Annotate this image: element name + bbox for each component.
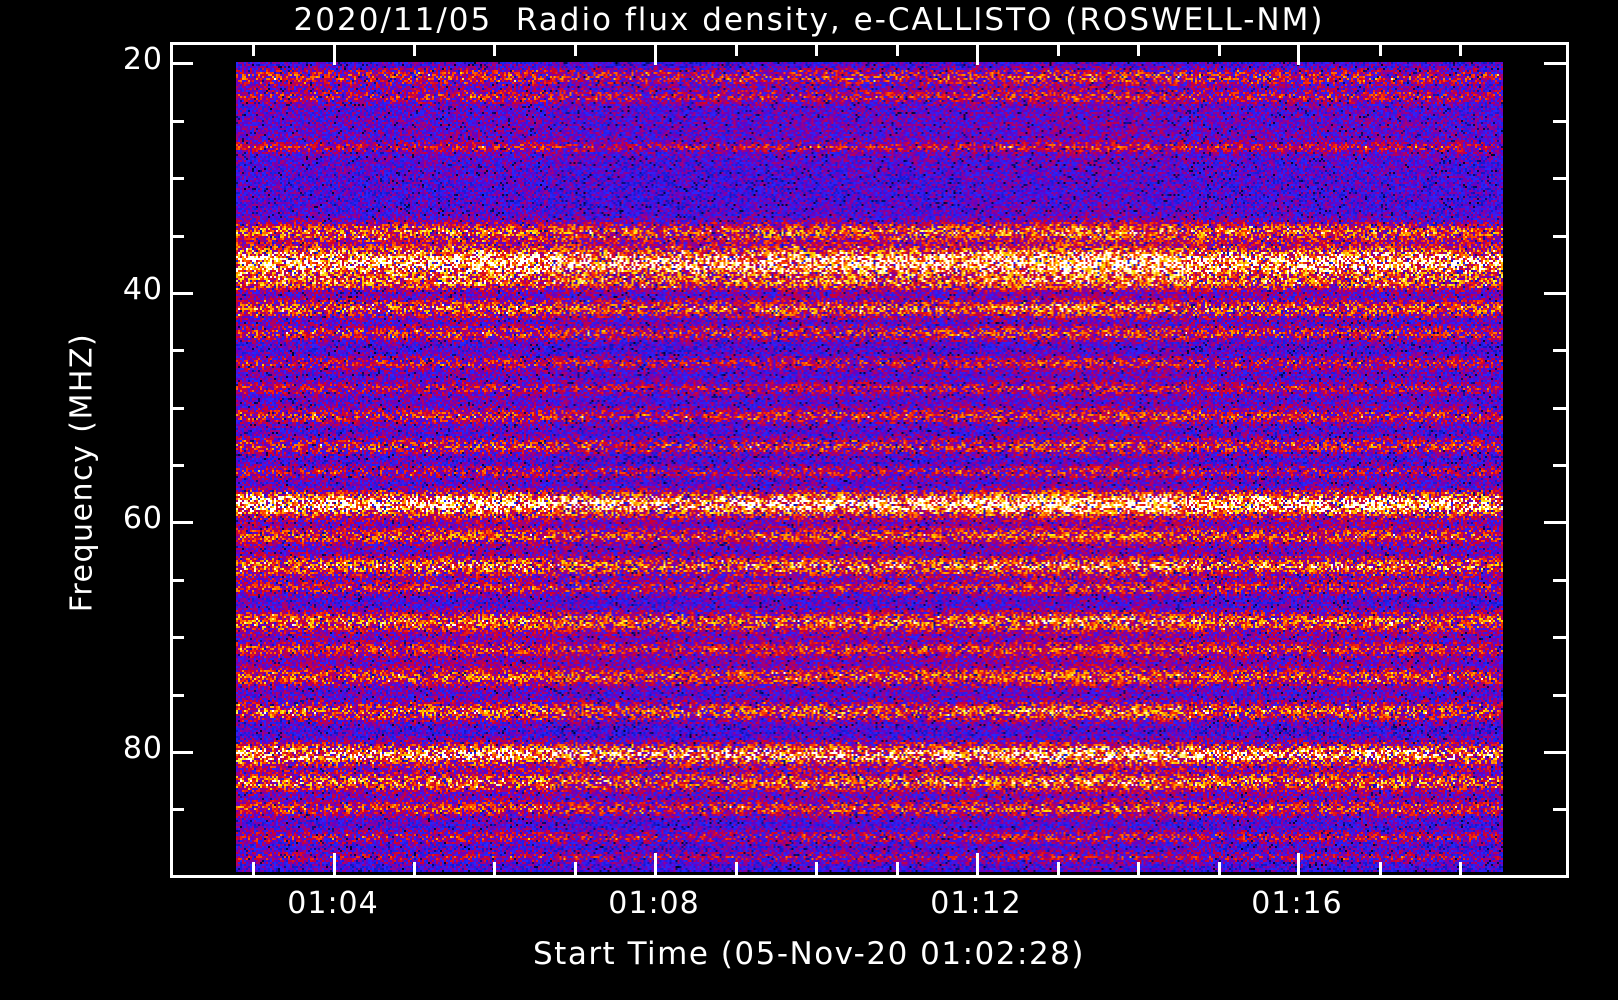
y-tick-label: 60 bbox=[122, 501, 163, 536]
x-tick-minor bbox=[252, 862, 255, 875]
y-tick-minor-right bbox=[1553, 177, 1566, 180]
x-tick-minor-top bbox=[1057, 43, 1060, 56]
x-tick-minor bbox=[1137, 862, 1140, 875]
y-tick-minor-right bbox=[1553, 579, 1566, 582]
x-tick-label: 01:16 bbox=[1251, 886, 1343, 921]
x-tick-major-top bbox=[654, 43, 657, 65]
x-tick-minor-top bbox=[1218, 43, 1221, 56]
x-tick-major bbox=[976, 853, 979, 875]
y-tick-minor bbox=[171, 808, 184, 811]
y-tick-minor bbox=[171, 235, 184, 238]
x-tick-major-top bbox=[1297, 43, 1300, 65]
x-tick-minor bbox=[1459, 862, 1462, 875]
x-tick-label: 01:08 bbox=[608, 886, 700, 921]
x-tick-minor-top bbox=[574, 43, 577, 56]
x-tick-minor-top bbox=[1459, 43, 1462, 56]
x-tick-minor bbox=[574, 862, 577, 875]
x-tick-minor bbox=[413, 862, 416, 875]
x-tick-minor bbox=[1057, 862, 1060, 875]
y-tick-minor-right bbox=[1553, 636, 1566, 639]
x-tick-major bbox=[1297, 853, 1300, 875]
x-tick-minor bbox=[896, 862, 899, 875]
y-tick-minor-right bbox=[1553, 235, 1566, 238]
x-tick-minor bbox=[1379, 862, 1382, 875]
x-tick-label: 01:12 bbox=[930, 886, 1022, 921]
y-axis-title: Frequency (MHZ) bbox=[64, 332, 100, 613]
y-tick-major bbox=[171, 62, 193, 65]
x-tick-minor-top bbox=[815, 43, 818, 56]
y-tick-minor bbox=[171, 694, 184, 697]
y-tick-minor-right bbox=[1553, 694, 1566, 697]
y-tick-minor bbox=[171, 464, 184, 467]
x-tick-minor-top bbox=[735, 43, 738, 56]
page-title: 2020/11/05 Radio flux density, e-CALLIST… bbox=[293, 2, 1325, 38]
x-tick-minor-top bbox=[896, 43, 899, 56]
y-tick-major-right bbox=[1544, 292, 1566, 295]
y-tick-major bbox=[171, 521, 193, 524]
y-tick-minor-right bbox=[1553, 349, 1566, 352]
spectrogram-image bbox=[236, 62, 1503, 872]
y-tick-minor-right bbox=[1553, 120, 1566, 123]
y-tick-minor bbox=[171, 407, 184, 410]
x-tick-minor bbox=[815, 862, 818, 875]
y-tick-minor bbox=[171, 636, 184, 639]
x-tick-major bbox=[333, 853, 336, 875]
y-tick-major-right bbox=[1544, 751, 1566, 754]
x-tick-minor-top bbox=[413, 43, 416, 56]
x-tick-minor bbox=[1218, 862, 1221, 875]
y-tick-major bbox=[171, 751, 193, 754]
x-tick-minor bbox=[735, 862, 738, 875]
x-tick-minor bbox=[493, 862, 496, 875]
y-tick-major bbox=[171, 292, 193, 295]
y-tick-minor bbox=[171, 177, 184, 180]
x-tick-minor-top bbox=[1379, 43, 1382, 56]
y-tick-label: 40 bbox=[122, 272, 163, 307]
x-axis-title: Start Time (05-Nov-20 01:02:28) bbox=[532, 936, 1085, 972]
y-tick-minor-right bbox=[1553, 407, 1566, 410]
y-tick-minor-right bbox=[1553, 808, 1566, 811]
y-tick-minor bbox=[171, 349, 184, 352]
x-tick-major bbox=[654, 853, 657, 875]
y-tick-label: 80 bbox=[122, 731, 163, 766]
y-tick-minor bbox=[171, 579, 184, 582]
y-tick-major-right bbox=[1544, 521, 1566, 524]
y-tick-label: 20 bbox=[122, 42, 163, 77]
x-tick-minor-top bbox=[252, 43, 255, 56]
x-tick-major-top bbox=[976, 43, 979, 65]
y-tick-minor-right bbox=[1553, 464, 1566, 467]
x-tick-major-top bbox=[333, 43, 336, 65]
x-tick-minor-top bbox=[493, 43, 496, 56]
x-tick-minor-top bbox=[1137, 43, 1140, 56]
x-tick-label: 01:04 bbox=[287, 886, 379, 921]
y-tick-minor bbox=[171, 120, 184, 123]
y-tick-major-right bbox=[1544, 62, 1566, 65]
